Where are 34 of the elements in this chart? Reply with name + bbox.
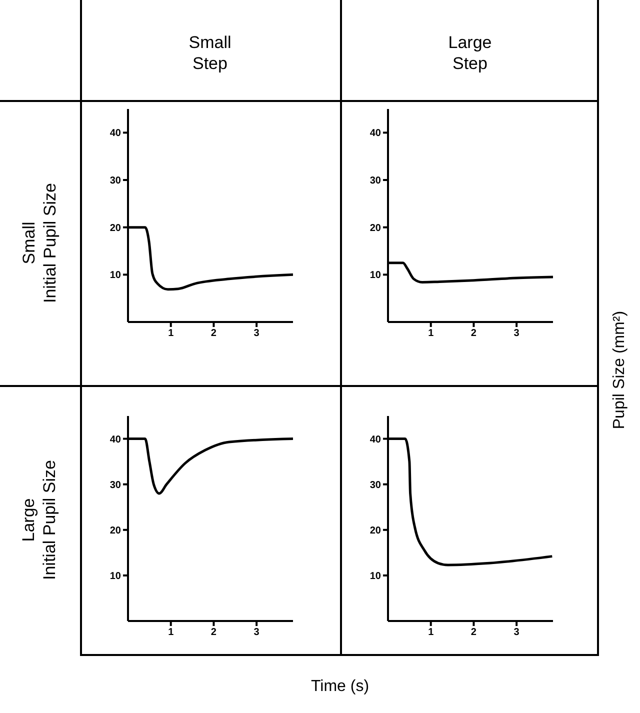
- x-tick-label: 2: [210, 328, 217, 340]
- chart-title: Small Step: [188, 33, 232, 73]
- chart-title: Large Step: [448, 33, 492, 73]
- y2-axis-title: Pupil Size (mm²): [611, 310, 628, 430]
- y-tick-label: 20: [110, 222, 122, 234]
- x-tick-label: 1: [428, 328, 434, 340]
- x-tick-label: 3: [254, 627, 260, 638]
- x-tick-label: 2: [470, 328, 477, 340]
- y-tick-label: 20: [370, 525, 382, 536]
- y-tick-label: 10: [370, 270, 382, 282]
- y-tick-label: 10: [110, 570, 122, 582]
- x-tick-label: 3: [254, 328, 260, 340]
- y-tick-label: 40: [370, 434, 382, 446]
- x-tick-label: 3: [514, 627, 520, 638]
- y-tick-label: 40: [370, 128, 382, 140]
- y-tick-label: 10: [370, 570, 382, 582]
- y-tick-label: 20: [110, 525, 122, 536]
- y-tick-label: 10: [110, 270, 122, 282]
- y-tick-label: 40: [110, 128, 122, 140]
- y-tick-label: 40: [110, 434, 122, 446]
- x-tick-label: 1: [168, 328, 174, 340]
- x-axis-title: Time (s): [310, 678, 370, 695]
- x-tick-label: 3: [514, 328, 520, 340]
- x-tick-label: 2: [210, 627, 217, 638]
- x-tick-label: 1: [428, 627, 434, 638]
- x-tick-label: 2: [470, 627, 477, 638]
- y-tick-label: 30: [370, 480, 382, 491]
- y-tick-label: 30: [110, 480, 122, 491]
- y-axis-title: Small Initial Pupil Size: [18, 182, 60, 305]
- y-axis-title: Large Initial Pupil Size: [18, 459, 60, 582]
- x-tick-label: 1: [168, 627, 174, 638]
- y-tick-label: 20: [370, 222, 382, 234]
- y-tick-label: 30: [370, 176, 382, 187]
- y-tick-label: 30: [110, 176, 122, 187]
